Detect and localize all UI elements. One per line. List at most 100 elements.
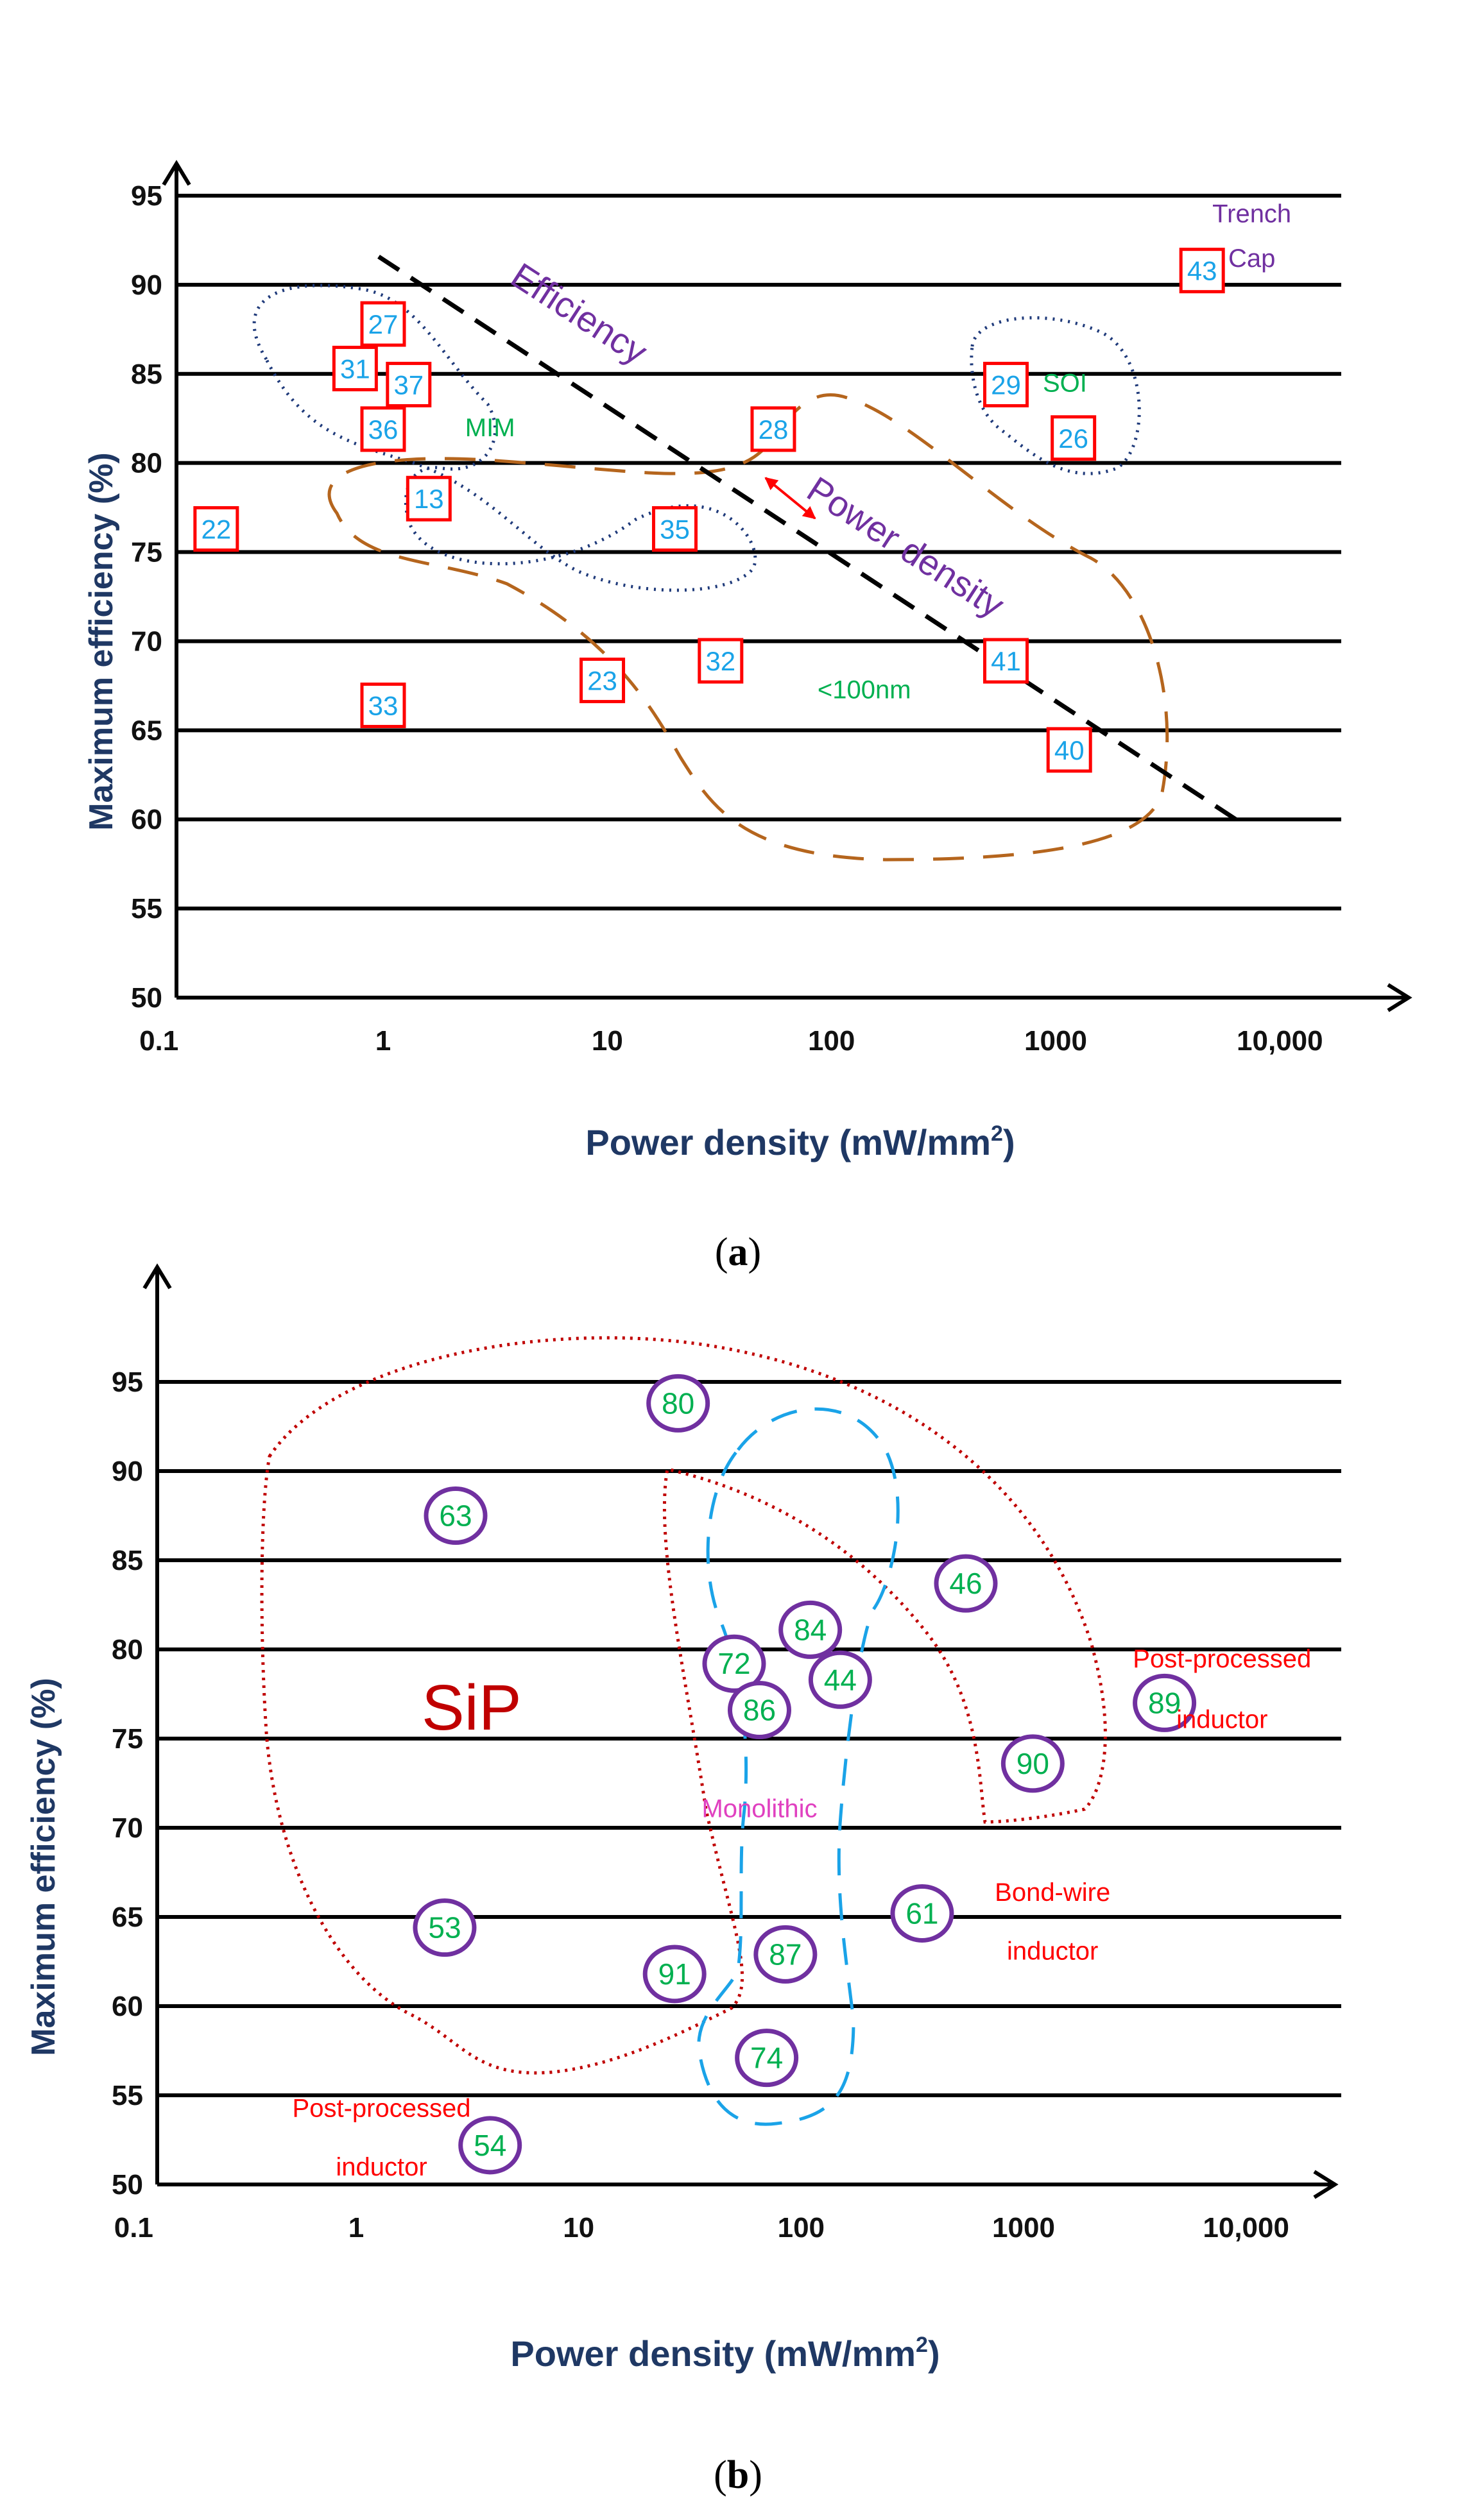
chart-b-x-axis-title: Power density (mW/mm2) [510, 2333, 940, 2374]
data-point-label: 26 [1058, 423, 1088, 454]
data-point-label: 61 [905, 1896, 938, 1930]
chart-a-data-point-43: 43 [1179, 248, 1225, 294]
square-marker [651, 506, 698, 552]
circle-marker [424, 1486, 488, 1545]
chart-b-x-tick-label: 10 [563, 2212, 594, 2243]
data-point-label: 27 [368, 309, 399, 339]
chart-a-data-point-28: 28 [750, 406, 796, 452]
chart-a-x-tick-label: 1 [375, 1025, 391, 1057]
square-marker [193, 506, 239, 552]
circle-marker [735, 2029, 799, 2088]
chart-b-x-tick-label: 1000 [992, 2212, 1055, 2243]
chart-b-data-point-91: 91 [642, 1945, 707, 2004]
chart-a-x-tick-label: 10,000 [1237, 1025, 1323, 1057]
chart-b-x-axis-arrowhead [1313, 2170, 1339, 2199]
chart-b-data-point-63: 63 [424, 1486, 488, 1545]
chart-b-y-tick-label: 85 [112, 1545, 143, 1576]
square-marker [983, 638, 1029, 684]
sip-region-outline [260, 1336, 1107, 2075]
square-marker [983, 361, 1029, 407]
chart-b-y-tick-label: 60 [112, 1991, 143, 2022]
chart-b-annotation-bond-wire: Bond-wire [995, 1878, 1110, 1907]
data-point-label: 84 [794, 1613, 827, 1646]
circle-marker [1000, 1734, 1065, 1793]
circle-marker [413, 1898, 477, 1957]
chart-b-annotation-inductor: inductor [336, 2153, 427, 2181]
chart-a-data-point-36: 36 [360, 406, 406, 452]
square-marker [579, 658, 626, 704]
chart-a-y-axis-title: Maximum efficiency (%) [83, 452, 120, 831]
data-point-label: 43 [1187, 256, 1217, 286]
chart-b-data-point-87: 87 [753, 1925, 818, 1984]
chart-b-x-tick-label: 0.1 [114, 2212, 153, 2243]
chart-b-data-point-46: 46 [934, 1554, 998, 1613]
chart-b-annotation-inductor: inductor [1176, 1705, 1267, 1733]
chart-a-annotation-mim: MIM [465, 414, 515, 442]
data-point-label: 37 [393, 370, 424, 400]
data-point-label: 22 [201, 514, 231, 544]
data-point-label: 53 [428, 1911, 461, 1945]
data-point-label: 32 [705, 646, 735, 676]
chart-a: 43 27 31 37 36 13 22 35 28 29 26 33 23 32 41 40 Trench C… [83, 160, 1412, 1274]
chart-b-x-tick-label: 10,000 [1203, 2212, 1289, 2243]
chart-a-y-tick-label: 60 [131, 804, 162, 835]
chart-a-x-axis-title: Power density (mW/mm2) [585, 1121, 1015, 1162]
square-marker [1051, 415, 1097, 461]
chart-a-annotation-trench: Trench [1212, 200, 1291, 228]
data-point-label: 54 [474, 2129, 506, 2162]
chart-b-x-tick-label: 100 [778, 2212, 825, 2243]
chart-a-x-tick-label: 0.1 [139, 1025, 178, 1057]
chart-b-data-point-72: 72 [702, 1634, 766, 1693]
chart-b-annotation-post-processed: Post-processed [1133, 1645, 1311, 1673]
chart-b-data-point-53: 53 [413, 1898, 477, 1957]
chart-a-data-point-37: 37 [386, 361, 432, 407]
data-point-label: 86 [743, 1694, 776, 1727]
circle-marker [646, 1374, 710, 1433]
data-point-label: 40 [1054, 735, 1085, 765]
chart-b-y-tick-label: 55 [112, 2080, 143, 2111]
square-marker [360, 406, 406, 452]
square-marker [1179, 248, 1225, 294]
data-point-label: 87 [769, 1937, 802, 1971]
data-point-label: 44 [824, 1663, 857, 1696]
chart-a-data-point-29: 29 [983, 361, 1029, 407]
square-marker [406, 475, 452, 522]
chart-a-data-point-35: 35 [651, 506, 698, 552]
chart-b-x-tick-label: 1 [348, 2212, 364, 2243]
chart-b: 80 63 46 84 72 44 86 89 90 61 53 87 91 74 54 SiP Monoli… [25, 1263, 1341, 2497]
data-point-label: 36 [368, 414, 399, 445]
square-marker [698, 638, 744, 684]
data-point-label: 33 [368, 690, 399, 720]
chart-a-annotation-cap: Cap [1228, 244, 1275, 273]
chart-a-data-point-41: 41 [983, 638, 1029, 684]
sub100nm-region-outline [327, 393, 1169, 862]
chart-b-data-point-44: 44 [808, 1650, 872, 1709]
square-marker [386, 361, 432, 407]
circle-marker [642, 1945, 707, 2004]
chart-b-data-point-80: 80 [646, 1374, 710, 1433]
chart-a-data-point-13: 13 [406, 475, 452, 522]
circle-marker [727, 1681, 791, 1740]
data-point-label: 35 [660, 514, 690, 544]
circle-marker [753, 1925, 818, 1984]
chart-a-y-tick-label: 95 [131, 180, 162, 212]
chart-b-y-tick-label: 70 [112, 1812, 143, 1844]
chart-a-data-point-22: 22 [193, 506, 239, 552]
chart-a-y-tick-label: 75 [131, 537, 162, 568]
chart-a-data-point-27: 27 [360, 301, 406, 347]
data-point-label: 63 [439, 1499, 472, 1533]
chart-a-x-tick-label: 10 [592, 1025, 623, 1057]
square-marker [750, 406, 796, 452]
square-marker [360, 301, 406, 347]
data-point-label: 13 [414, 484, 444, 514]
chart-b-data-point-90: 90 [1000, 1734, 1065, 1793]
chart-b-y-tick-label: 75 [112, 1723, 143, 1755]
chart-a-y-tick-label: 70 [131, 626, 162, 657]
data-point-label: 28 [759, 414, 789, 445]
chart-b-y-tick-label: 65 [112, 1902, 143, 1933]
chart-a-x-tick-label: 1000 [1024, 1025, 1087, 1057]
chart-a-data-point-23: 23 [579, 658, 626, 704]
circle-marker [702, 1634, 766, 1693]
chart-b-y-tick-label: 90 [112, 1456, 143, 1487]
chart-b-annotation-post-processed: Post-processed [293, 2094, 471, 2122]
